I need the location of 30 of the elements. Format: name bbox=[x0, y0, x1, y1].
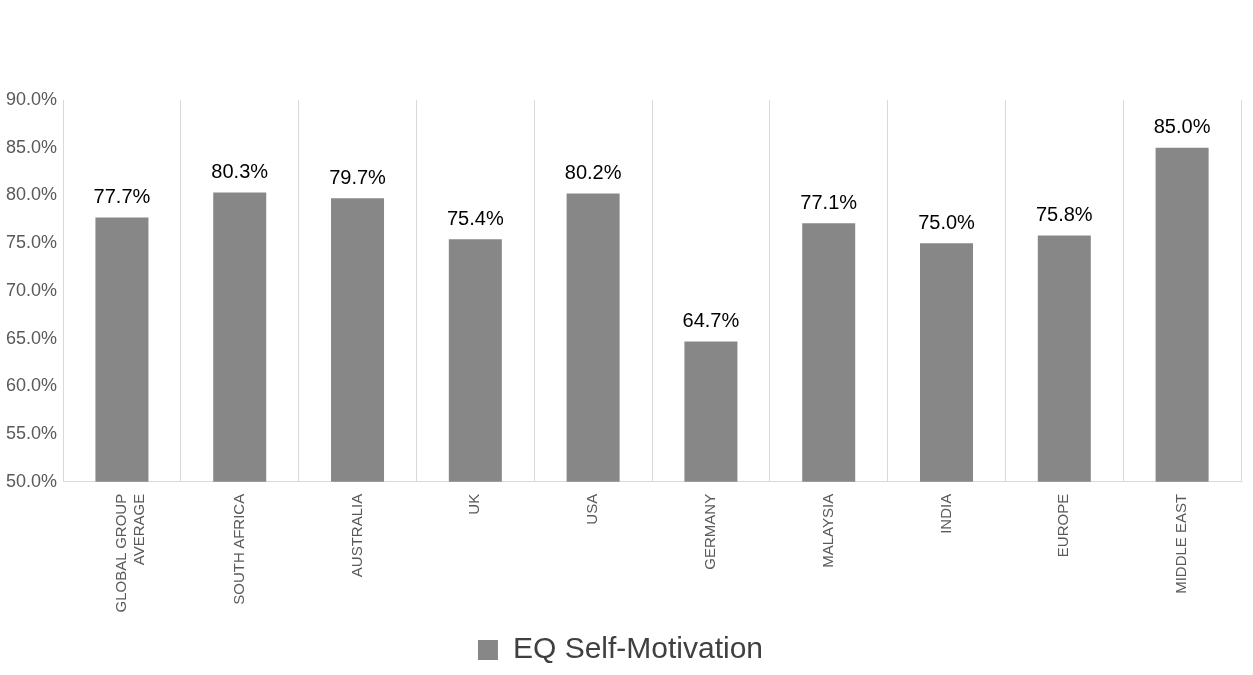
data-label: 75.4% bbox=[446, 206, 504, 229]
y-tick-label: 90.0% bbox=[5, 88, 58, 109]
x-tick-label: GLOBAL GROUP AVERAGE bbox=[112, 493, 148, 613]
data-label: 64.7% bbox=[682, 309, 740, 331]
x-tick-label: MALAYSIA bbox=[818, 493, 836, 568]
data-label: 75.0% bbox=[918, 210, 976, 233]
x-tick-label: GERMANY bbox=[701, 493, 719, 570]
data-label: 77.1% bbox=[800, 190, 858, 213]
y-tick-label: 85.0% bbox=[5, 136, 58, 157]
y-tick-label: 75.0% bbox=[5, 232, 58, 253]
x-tick-label: MIDDLE EAST bbox=[1172, 493, 1190, 594]
x-tick-label: UK bbox=[465, 493, 483, 515]
data-label: 79.7% bbox=[329, 165, 387, 188]
data-label: 77.7% bbox=[93, 184, 151, 207]
y-tick-label: 70.0% bbox=[5, 279, 58, 300]
x-tick-label: SOUTH AFRICA bbox=[229, 493, 247, 605]
y-tick-label: 65.0% bbox=[5, 327, 58, 348]
data-label: 80.3% bbox=[211, 160, 269, 183]
x-tick-label: USA bbox=[583, 493, 601, 525]
data-label: 75.8% bbox=[1035, 203, 1093, 226]
x-tick-label: INDIA bbox=[936, 493, 954, 534]
y-tick-label: 80.0% bbox=[5, 184, 58, 205]
x-tick-label: EUROPE bbox=[1054, 493, 1072, 558]
legend-label: EQ Self-Motivation bbox=[512, 631, 764, 665]
y-tick-label: 50.0% bbox=[5, 470, 58, 491]
y-tick-label: 60.0% bbox=[5, 375, 58, 396]
x-tick-label: AUSTRALIA bbox=[347, 493, 365, 578]
y-tick-label: 55.0% bbox=[5, 423, 58, 444]
data-label: 85.0% bbox=[1153, 115, 1211, 138]
data-label: 80.2% bbox=[564, 161, 622, 184]
